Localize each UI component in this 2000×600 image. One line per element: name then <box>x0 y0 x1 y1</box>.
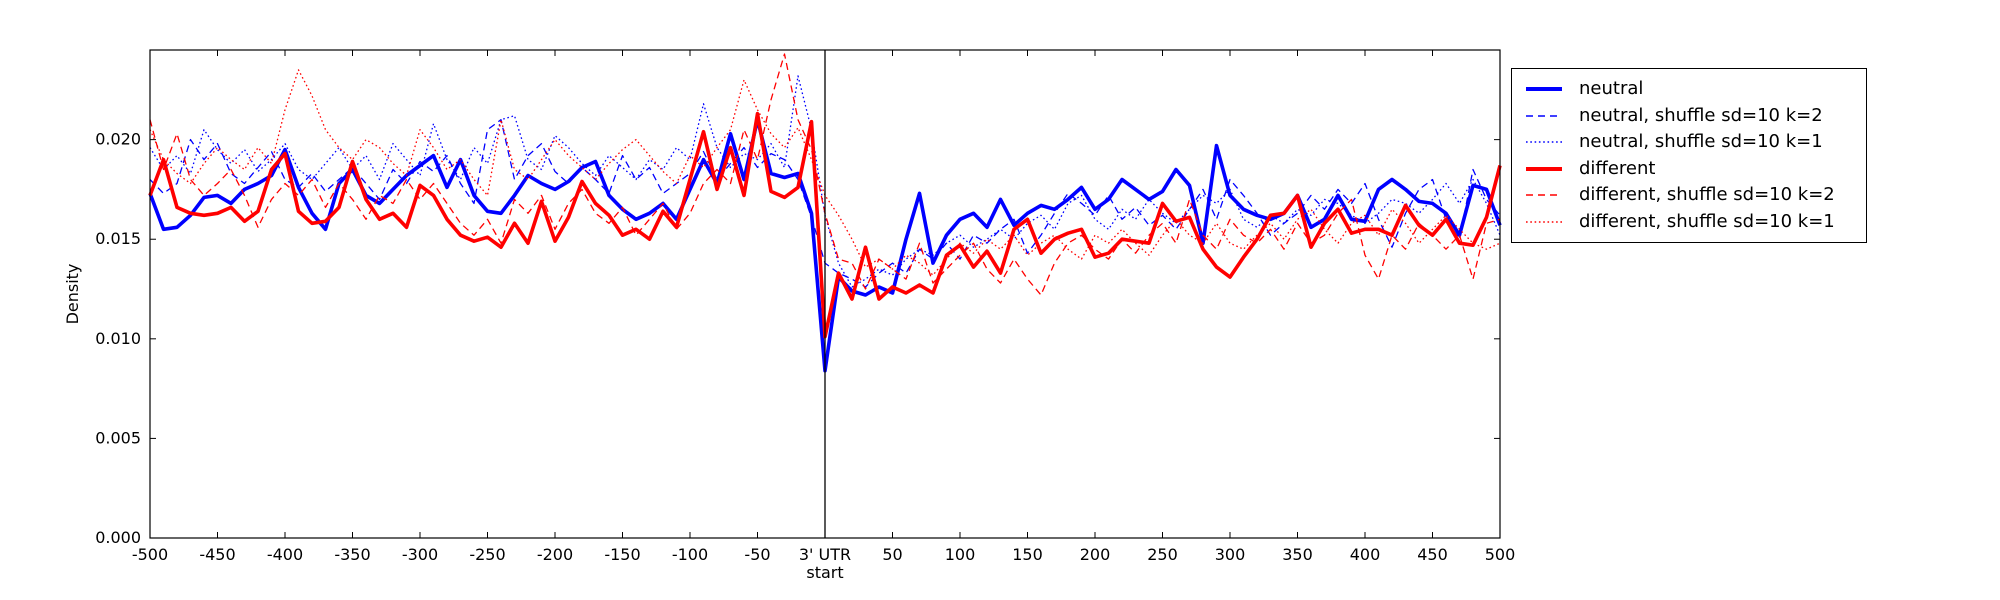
legend-line-sample <box>1526 141 1562 144</box>
x-tick-label: -150 <box>604 545 640 564</box>
legend-label: different, shuffle sd=10 k=2 <box>1579 184 1835 206</box>
legend-label: neutral, shuffle sd=10 k=1 <box>1579 131 1823 153</box>
x-tick-label: -400 <box>267 545 303 564</box>
x-tick-label: 400 <box>1350 545 1381 564</box>
x-tick-label: -350 <box>334 545 370 564</box>
legend-line-sample <box>1526 220 1562 223</box>
x-tick-label: 300 <box>1215 545 1246 564</box>
x-tick-label: 350 <box>1282 545 1313 564</box>
x-tick-label: 500 <box>1485 545 1516 564</box>
legend-line-sample <box>1526 166 1562 171</box>
x-axis-sublabel: start <box>806 563 843 582</box>
legend-item-different: different <box>1522 157 1858 179</box>
x-tick-label: 250 <box>1147 545 1178 564</box>
x-tick-label: 150 <box>1012 545 1043 564</box>
y-tick-label: 0.020 <box>95 130 141 149</box>
x-tick-label: 3' UTR <box>799 545 851 564</box>
y-tick-label: 0.000 <box>95 528 141 547</box>
legend-item-neutral-shuffle-k2: neutral, shuffle sd=10 k=2 <box>1522 104 1858 126</box>
legend-item-different-shuffle-k1: different, shuffle sd=10 k=1 <box>1522 210 1858 232</box>
x-tick-label: 100 <box>945 545 976 564</box>
legend-label: different, shuffle sd=10 k=1 <box>1579 210 1835 232</box>
y-axis-label: Density <box>63 264 82 325</box>
x-tick-label: -50 <box>744 545 770 564</box>
legend-item-neutral: neutral <box>1522 80 1858 98</box>
y-tick-label: 0.010 <box>95 329 141 348</box>
legend-label: neutral, shuffle sd=10 k=2 <box>1579 104 1823 126</box>
y-tick-label: 0.015 <box>95 229 141 248</box>
x-tick-label: 200 <box>1080 545 1111 564</box>
legend: neutral neutral, shuffle sd=10 k=2 neutr… <box>1511 68 1867 243</box>
legend-line-sample <box>1526 194 1562 196</box>
legend-label: different <box>1579 157 1656 179</box>
x-tick-label: -200 <box>537 545 573 564</box>
x-tick-label: -500 <box>132 545 168 564</box>
x-tick-label: -250 <box>469 545 505 564</box>
x-tick-label: -100 <box>672 545 708 564</box>
x-tick-label: 450 <box>1417 545 1448 564</box>
x-tick-label: -450 <box>199 545 235 564</box>
legend-item-different-shuffle-k2: different, shuffle sd=10 k=2 <box>1522 186 1858 204</box>
x-tick-label: -300 <box>402 545 438 564</box>
legend-label: neutral <box>1579 78 1644 100</box>
x-tick-label: 50 <box>882 545 902 564</box>
series-line <box>149 69 1501 276</box>
legend-item-neutral-shuffle-k1: neutral, shuffle sd=10 k=1 <box>1522 133 1858 151</box>
y-tick-label: 0.005 <box>95 428 141 447</box>
legend-line-sample <box>1526 115 1562 117</box>
legend-line-sample <box>1526 87 1562 92</box>
